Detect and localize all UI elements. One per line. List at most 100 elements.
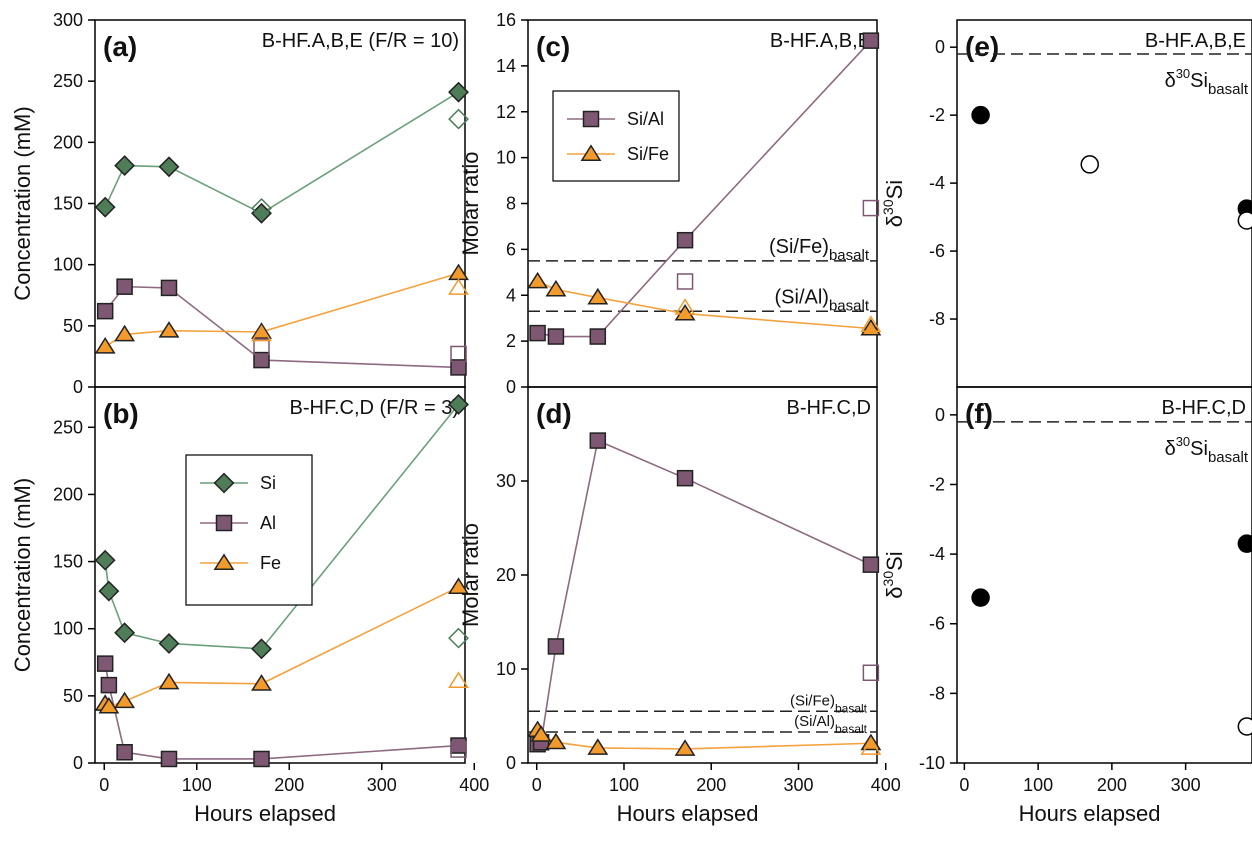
- reference-line-label: (Si/Fe)basalt: [790, 692, 868, 715]
- x-tick-label: 0: [532, 775, 542, 795]
- y-axis-label-si: Si: [882, 551, 907, 571]
- open-point-si: [448, 627, 469, 649]
- point-fe: [158, 672, 180, 690]
- point-si: [158, 156, 180, 178]
- open-point-al: [450, 741, 467, 758]
- panel-label: (b): [103, 398, 139, 429]
- point-si-fe: [530, 725, 552, 742]
- point-si: [114, 622, 136, 644]
- point-si-fe: [527, 271, 549, 289]
- point-fe: [98, 696, 120, 714]
- x-tick-label: 200: [696, 775, 726, 795]
- y-tick-label: -6: [929, 614, 945, 634]
- open-point-fe: [448, 671, 469, 689]
- open-point-si-fe: [860, 315, 882, 333]
- series-line-si: [104, 91, 459, 215]
- open-point-si-al: [862, 664, 880, 682]
- legend-marker: [582, 110, 600, 128]
- legend: Si Al Fe: [185, 454, 313, 606]
- point-al: [160, 279, 178, 297]
- point-fe: [158, 321, 180, 338]
- panel-frame: [956, 386, 1252, 764]
- panel-label: (d): [536, 398, 572, 429]
- x-tick-label: 100: [609, 775, 639, 795]
- y-tick-label: 6: [506, 239, 516, 259]
- x-tick-label: 400: [459, 775, 489, 795]
- point-si-al: [862, 556, 880, 573]
- open-point-al: [253, 338, 270, 355]
- point-si: [251, 638, 272, 660]
- reference-line-label: δ30Sibasalt: [1165, 434, 1249, 466]
- y-tick-label: 150: [53, 552, 83, 572]
- point-al: [116, 278, 133, 295]
- y-tick-label: 16: [496, 10, 516, 30]
- y-tick-label: -8: [929, 683, 945, 703]
- x-axis-label: Hours elapsed: [617, 801, 759, 826]
- point-si-al: [589, 328, 607, 345]
- y-axis-label: Molar ratio: [458, 152, 483, 256]
- legend-marker: [213, 472, 235, 494]
- y-tick-label: 10: [496, 659, 516, 679]
- panel-title: B-HF.A,B,E: [1145, 30, 1246, 52]
- y-tick-label: 0: [935, 37, 945, 57]
- open-point-fe: [251, 324, 272, 342]
- y-tick-label: 50: [63, 316, 83, 336]
- legend-marker: [213, 553, 235, 570]
- x-tick-label: 300: [1171, 775, 1201, 795]
- point-al: [253, 351, 270, 369]
- point-si: [94, 196, 116, 218]
- x-tick-label: 300: [367, 775, 397, 795]
- point-si-fe: [674, 303, 696, 321]
- open-point-si: [251, 197, 272, 219]
- point-al: [160, 750, 178, 768]
- point-fe: [114, 691, 136, 709]
- filled-circle-point: [971, 588, 990, 607]
- open-point-fe: [448, 278, 469, 295]
- panel-title: B-HF.C,D: [1162, 397, 1246, 419]
- point-si: [114, 155, 136, 177]
- plot-area: [104, 91, 459, 369]
- point-al: [116, 744, 133, 761]
- point-si: [251, 202, 272, 224]
- legend-label: Si: [260, 473, 276, 493]
- panel-a: 0 50 100 150 200 250 300 Concentration (mM) (a) B…: [10, 10, 469, 397]
- legend-label: Si/Fe: [627, 144, 669, 164]
- x-tick-label: 100: [182, 775, 212, 795]
- panel-f: 0 -2 -4 -6 -8 -10 0 100 200 300 Hours elapsed δ30Si…: [880, 386, 1252, 826]
- y-tick-label: 30: [496, 471, 516, 491]
- point-si-fe: [545, 732, 567, 750]
- y-tick-label: -4: [929, 173, 945, 193]
- y-axis-label-delta: δ: [882, 586, 907, 598]
- x-tick-label: 300: [783, 775, 813, 795]
- reference-line-label: (Si/Al)basalt: [775, 286, 870, 314]
- x-axis-label: Hours elapsed: [194, 801, 336, 826]
- panel-frame: [94, 386, 466, 764]
- y-tick-label: 200: [53, 484, 83, 504]
- point-si-al: [547, 328, 565, 345]
- y-tick-label: -6: [929, 241, 945, 261]
- y-tick-label: 100: [53, 255, 83, 275]
- open-point-al: [450, 345, 467, 363]
- y-tick-label: 0: [935, 405, 945, 425]
- y-tick-label: 14: [496, 56, 516, 76]
- y-tick-label: 50: [63, 686, 83, 706]
- panel-frame: [527, 19, 878, 388]
- point-si: [448, 394, 469, 415]
- point-al: [100, 676, 118, 694]
- y-tick-label: 0: [506, 377, 516, 397]
- y-tick-label: 0: [73, 753, 83, 773]
- legend-box: [552, 90, 680, 182]
- y-tick-label: 200: [53, 132, 83, 152]
- legend-box: [185, 454, 313, 606]
- panel-e: 0 -2 -4 -6 -8 δ30Si (e) B-HF.A,B,E δ30Sibasalt: [880, 19, 1252, 388]
- y-tick-label: -2: [929, 105, 945, 125]
- x-tick-label: 0: [959, 775, 969, 795]
- panel-b: 0 50 100 150 200 250 0 100 200 300 400 Hours elapse…: [10, 386, 489, 826]
- filled-circle-point: [1237, 534, 1252, 553]
- y-axis-label-si: Si: [882, 180, 907, 200]
- panel-label: (a): [103, 31, 137, 62]
- y-tick-label: -10: [919, 753, 945, 773]
- y-tick-label: -4: [929, 544, 945, 564]
- y-tick-label: 4: [506, 285, 516, 305]
